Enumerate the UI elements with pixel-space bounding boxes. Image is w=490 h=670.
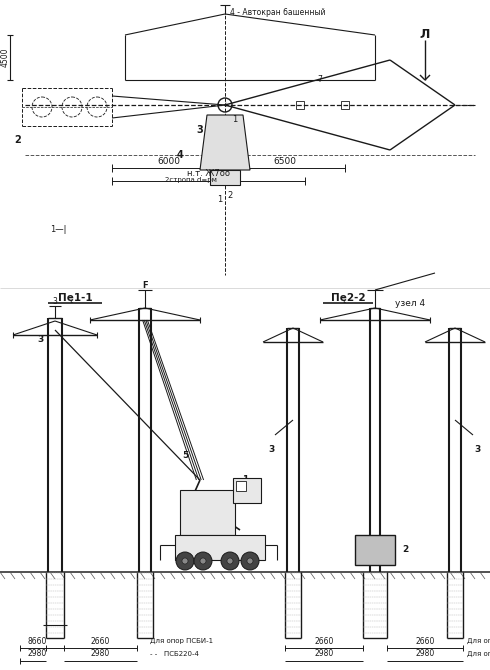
Text: 2: 2	[402, 545, 408, 555]
Text: Пę2-2: Пę2-2	[331, 293, 366, 303]
Text: 2: 2	[15, 135, 22, 145]
Text: 2980: 2980	[416, 649, 435, 659]
Text: 2980: 2980	[315, 649, 334, 659]
Text: н.т. Ж7оо: н.т. Ж7оо	[187, 170, 230, 178]
Text: Для опор ПC120-1: Для опор ПC120-1	[467, 651, 490, 657]
Text: 2660: 2660	[314, 636, 334, 645]
Text: 3: 3	[196, 125, 203, 135]
Text: 4500: 4500	[0, 48, 9, 67]
Text: 2стропа d=рм: 2стропа d=рм	[165, 177, 217, 183]
Text: узел 4: узел 4	[395, 299, 425, 308]
Circle shape	[221, 552, 239, 570]
Circle shape	[182, 558, 188, 564]
Bar	[341, 101, 349, 109]
Circle shape	[176, 552, 194, 570]
Polygon shape	[200, 115, 250, 170]
Text: 3: 3	[474, 446, 480, 454]
Text: 2980: 2980	[27, 649, 47, 659]
Bar	[180, 490, 235, 535]
Text: F: F	[142, 281, 148, 291]
Text: 5: 5	[182, 450, 188, 460]
Text: 2980: 2980	[91, 649, 110, 659]
Circle shape	[247, 558, 253, 564]
Circle shape	[194, 552, 212, 570]
Circle shape	[218, 98, 232, 112]
Text: Л: Л	[420, 29, 430, 42]
Text: 3: 3	[52, 297, 57, 306]
Text: 3: 3	[268, 446, 274, 454]
Bar	[175, 535, 265, 560]
Text: 6500: 6500	[273, 157, 296, 165]
Text: 1: 1	[218, 196, 222, 204]
Text: 4 - Автокран башенный: 4 - Автокран башенный	[230, 8, 325, 17]
Text: Для опор ПCБИ-1: Для опор ПCБИ-1	[150, 638, 213, 644]
Bar	[355, 535, 395, 565]
Text: 2: 2	[227, 190, 233, 200]
Circle shape	[241, 552, 259, 570]
Bar	[233, 478, 261, 503]
Text: Пę1-1: Пę1-1	[58, 293, 92, 303]
Text: - -   ПCБ220-4: - - ПCБ220-4	[150, 651, 199, 657]
Text: Для опор ПC110-1: Для опор ПC110-1	[467, 638, 490, 644]
Text: 1—|: 1—|	[50, 226, 67, 234]
Bar	[236, 481, 246, 491]
Text: 4: 4	[176, 150, 183, 160]
Bar	[210, 170, 240, 185]
Bar	[296, 101, 304, 109]
Text: 1: 1	[232, 115, 238, 125]
Text: 7: 7	[318, 76, 322, 84]
Text: 8660: 8660	[27, 636, 47, 645]
Circle shape	[200, 558, 206, 564]
Text: 2660: 2660	[91, 636, 110, 645]
Text: 2660: 2660	[416, 636, 435, 645]
Text: 6000: 6000	[157, 157, 180, 165]
Text: 3: 3	[37, 336, 43, 344]
Circle shape	[227, 558, 233, 564]
Text: +: +	[222, 102, 228, 108]
Text: 1: 1	[242, 476, 248, 484]
